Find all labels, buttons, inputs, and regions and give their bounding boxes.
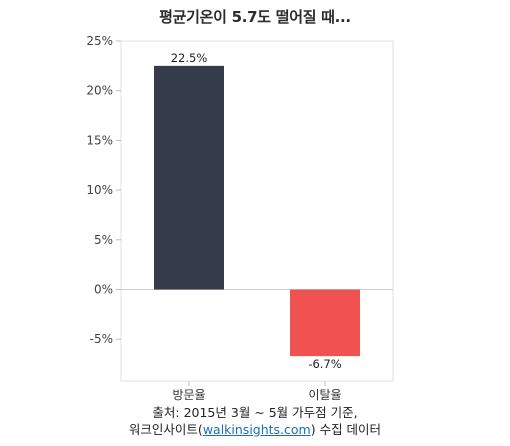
source-note-line2: 워크인사이트(walkinsights.com) 수집 데이터 (0, 421, 510, 438)
y-tick-label: 5% (94, 233, 113, 247)
plot-frame (120, 40, 394, 382)
y-tick-label: 0% (94, 283, 113, 297)
source-prefix: 워크인사이트( (128, 422, 203, 437)
x-category-label: 이탈율 (308, 388, 341, 402)
y-tick-label: 10% (86, 183, 113, 197)
x-category-label: 방문율 (172, 388, 205, 402)
source-note: 출처: 2015년 3월 ~ 5월 가두점 기준, (152, 405, 358, 420)
y-tick-label: -5% (90, 332, 113, 346)
y-tick-label: 20% (86, 84, 113, 98)
y-tick-label: 25% (86, 34, 113, 48)
data-label: 22.5% (171, 51, 208, 65)
bar-2 (290, 289, 360, 357)
y-tick-label: 15% (86, 133, 113, 147)
chart-title: 평균기온이 5.7도 떨어질 때... (159, 8, 351, 26)
bar-1 (154, 65, 224, 290)
source-link[interactable]: walkinsights.com (202, 422, 311, 437)
data-label: -6.7% (308, 357, 341, 371)
source-suffix: ) 수집 데이터 (310, 422, 382, 437)
